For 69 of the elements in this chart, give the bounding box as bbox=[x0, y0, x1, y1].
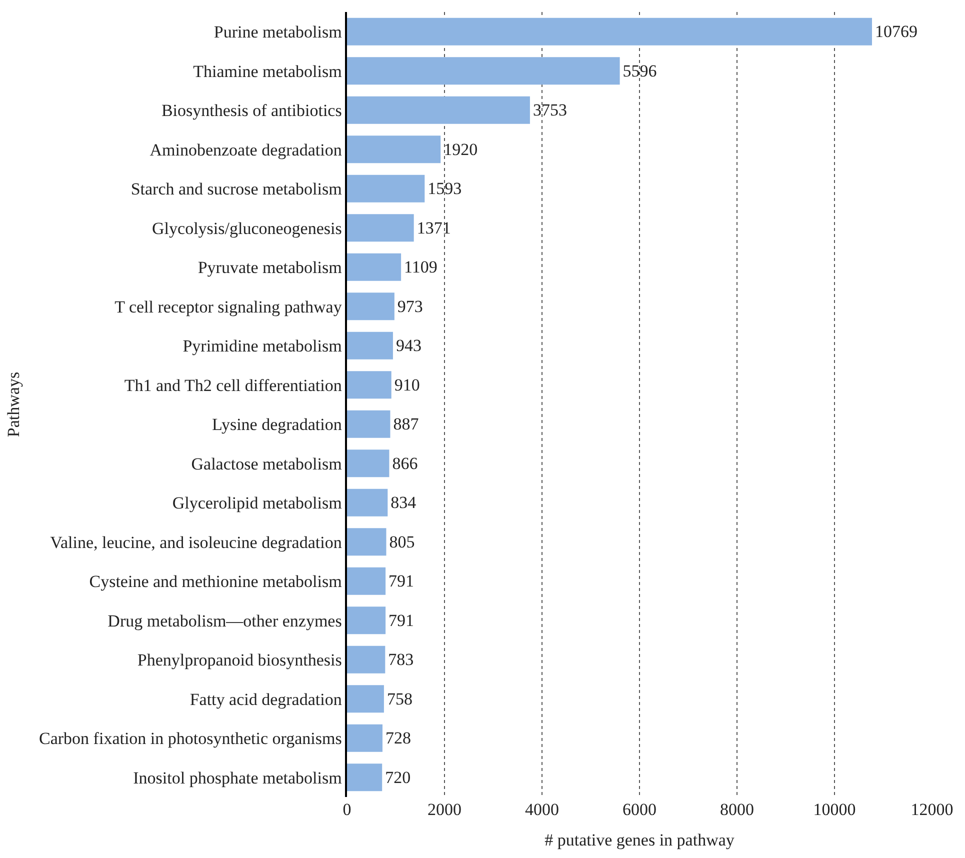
x-tick-label: 12000 bbox=[910, 800, 954, 819]
y-tick-label: Carbon fixation in photosynthetic organisms bbox=[39, 729, 342, 748]
data-label: 1593 bbox=[428, 179, 462, 198]
bar bbox=[347, 646, 386, 674]
y-tick-label: Drug metabolism—other enzymes bbox=[108, 611, 342, 630]
bar bbox=[347, 253, 402, 281]
data-label: 805 bbox=[389, 532, 415, 552]
x-tick-label: 8000 bbox=[720, 800, 754, 819]
y-tick-label: Purine metabolism bbox=[214, 22, 342, 42]
data-label: 728 bbox=[385, 728, 411, 748]
y-tick-label: Glycolysis/gluconeogenesis bbox=[152, 218, 342, 238]
bar bbox=[347, 332, 393, 360]
x-tick-label: 4000 bbox=[525, 800, 559, 819]
bar bbox=[347, 528, 386, 556]
y-tick-label: Aminobenzoate degradation bbox=[150, 140, 342, 160]
bar bbox=[347, 450, 390, 478]
y-tick-label: Biosynthesis of antibiotics bbox=[161, 101, 342, 120]
data-label: 887 bbox=[393, 414, 420, 434]
x-tick-label: 6000 bbox=[622, 800, 656, 819]
y-tick-label: Pyrimidine metabolism bbox=[182, 336, 342, 356]
x-axis-title: # putative genes in pathway bbox=[544, 830, 735, 850]
bar bbox=[347, 214, 414, 242]
data-label: 720 bbox=[385, 768, 411, 787]
bar bbox=[347, 57, 620, 85]
data-label: 10769 bbox=[874, 22, 918, 42]
data-label: 943 bbox=[396, 336, 422, 356]
bar bbox=[347, 764, 382, 792]
y-tick-label: Phenylpropanoid biosynthesis bbox=[137, 650, 342, 670]
y-axis-title: Pathways bbox=[4, 372, 24, 438]
bar bbox=[347, 685, 384, 713]
bar bbox=[347, 724, 382, 752]
bar bbox=[347, 488, 388, 516]
data-label: 791 bbox=[388, 610, 414, 630]
data-label: 1109 bbox=[404, 258, 438, 277]
y-tick-label: Th1 and Th2 cell differentiation bbox=[124, 376, 342, 395]
bar bbox=[347, 371, 392, 399]
y-tick-label: Thiamine metabolism bbox=[193, 62, 342, 81]
y-tick-label: Lysine degradation bbox=[212, 415, 342, 434]
y-tick-label: Inositol phosphate metabolism bbox=[133, 768, 342, 788]
data-label: 910 bbox=[394, 375, 420, 394]
bar bbox=[347, 606, 386, 634]
data-label: 5596 bbox=[622, 61, 657, 80]
y-tick-label: Valine, leucine, and isoleucine degradation bbox=[50, 532, 342, 552]
x-tick-label: 2000 bbox=[428, 800, 462, 819]
bar bbox=[347, 96, 530, 124]
data-label: 3753 bbox=[532, 100, 567, 120]
bar bbox=[347, 410, 390, 438]
y-tick-label: Fatty acid degradation bbox=[190, 690, 342, 709]
bar bbox=[347, 567, 386, 595]
x-tick-label: 0 bbox=[342, 800, 352, 819]
bar bbox=[347, 174, 425, 202]
y-tick-label: Cysteine and methionine metabolism bbox=[89, 572, 342, 592]
data-label: 783 bbox=[388, 650, 414, 670]
bar bbox=[347, 136, 441, 164]
y-tick-label: T cell receptor signaling pathway bbox=[114, 297, 342, 316]
x-tick-label: 10000 bbox=[813, 800, 856, 819]
data-label: 1920 bbox=[444, 140, 478, 159]
data-label: 834 bbox=[390, 493, 417, 512]
y-tick-label: Starch and sucrose metabolism bbox=[130, 180, 342, 199]
data-label: 866 bbox=[392, 454, 418, 473]
bar bbox=[347, 18, 872, 46]
y-tick-label: Pyruvate metabolism bbox=[198, 258, 342, 278]
bar bbox=[347, 292, 394, 320]
data-label: 758 bbox=[386, 689, 412, 708]
y-tick-label: Glycerolipid metabolism bbox=[172, 494, 342, 513]
data-label: 791 bbox=[388, 572, 414, 591]
data-label: 1371 bbox=[416, 218, 451, 238]
data-label: 973 bbox=[397, 296, 423, 316]
y-tick-label: Galactose metabolism bbox=[191, 454, 342, 474]
